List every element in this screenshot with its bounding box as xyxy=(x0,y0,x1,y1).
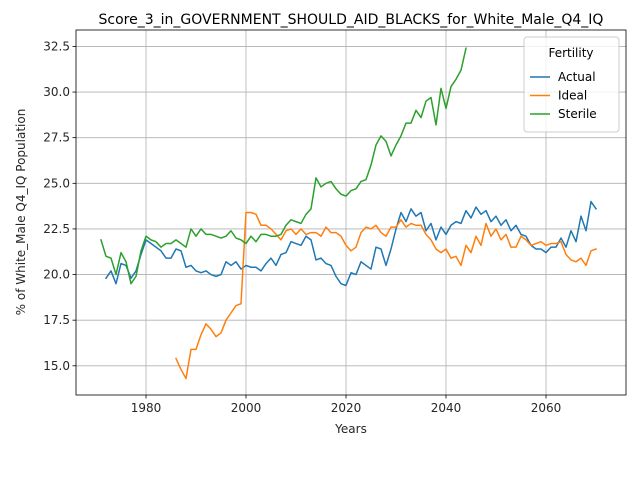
series-line-actual xyxy=(104,200,598,287)
x-tick-label: 2020 xyxy=(331,401,362,415)
series-lines xyxy=(100,47,598,380)
x-axis-ticks: 1980 2000 2020 2040 2060 xyxy=(131,395,562,415)
y-tick-label: 25.0 xyxy=(43,176,70,190)
series-line-sterile xyxy=(100,47,467,285)
legend-box xyxy=(523,36,620,133)
y-axis-ticks: 15.0 17.5 20.0 22.5 25.0 27.5 30.0 32.5 xyxy=(43,39,76,373)
y-tick-label: 32.5 xyxy=(43,39,70,53)
legend-label-sterile: Sterile xyxy=(558,107,597,121)
x-tick-label: 2000 xyxy=(231,401,262,415)
y-tick-label: 15.0 xyxy=(43,359,70,373)
series-line-ideal xyxy=(175,211,597,380)
y-tick-label: 30.0 xyxy=(43,85,70,99)
chart-title: Score_3_in_GOVERNMENT_SHOULD_AID_BLACKS_… xyxy=(99,12,604,28)
legend-title: Fertility xyxy=(548,46,593,60)
legend-label-actual: Actual xyxy=(558,70,596,84)
x-tick-label: 1980 xyxy=(131,401,162,415)
y-axis-label: % of White_Male Q4_IQ Population xyxy=(14,109,28,316)
y-tick-label: 27.5 xyxy=(43,131,70,145)
y-tick-label: 22.5 xyxy=(43,222,70,236)
y-tick-label: 20.0 xyxy=(43,268,70,282)
x-tick-label: 2060 xyxy=(531,401,562,415)
legend: Fertility Actual Ideal Sterile xyxy=(523,36,620,133)
x-axis-label: Years xyxy=(334,422,367,436)
x-tick-label: 2040 xyxy=(431,401,462,415)
plot-frame xyxy=(75,29,627,396)
legend-label-ideal: Ideal xyxy=(558,89,587,103)
y-tick-label: 17.5 xyxy=(43,313,70,327)
